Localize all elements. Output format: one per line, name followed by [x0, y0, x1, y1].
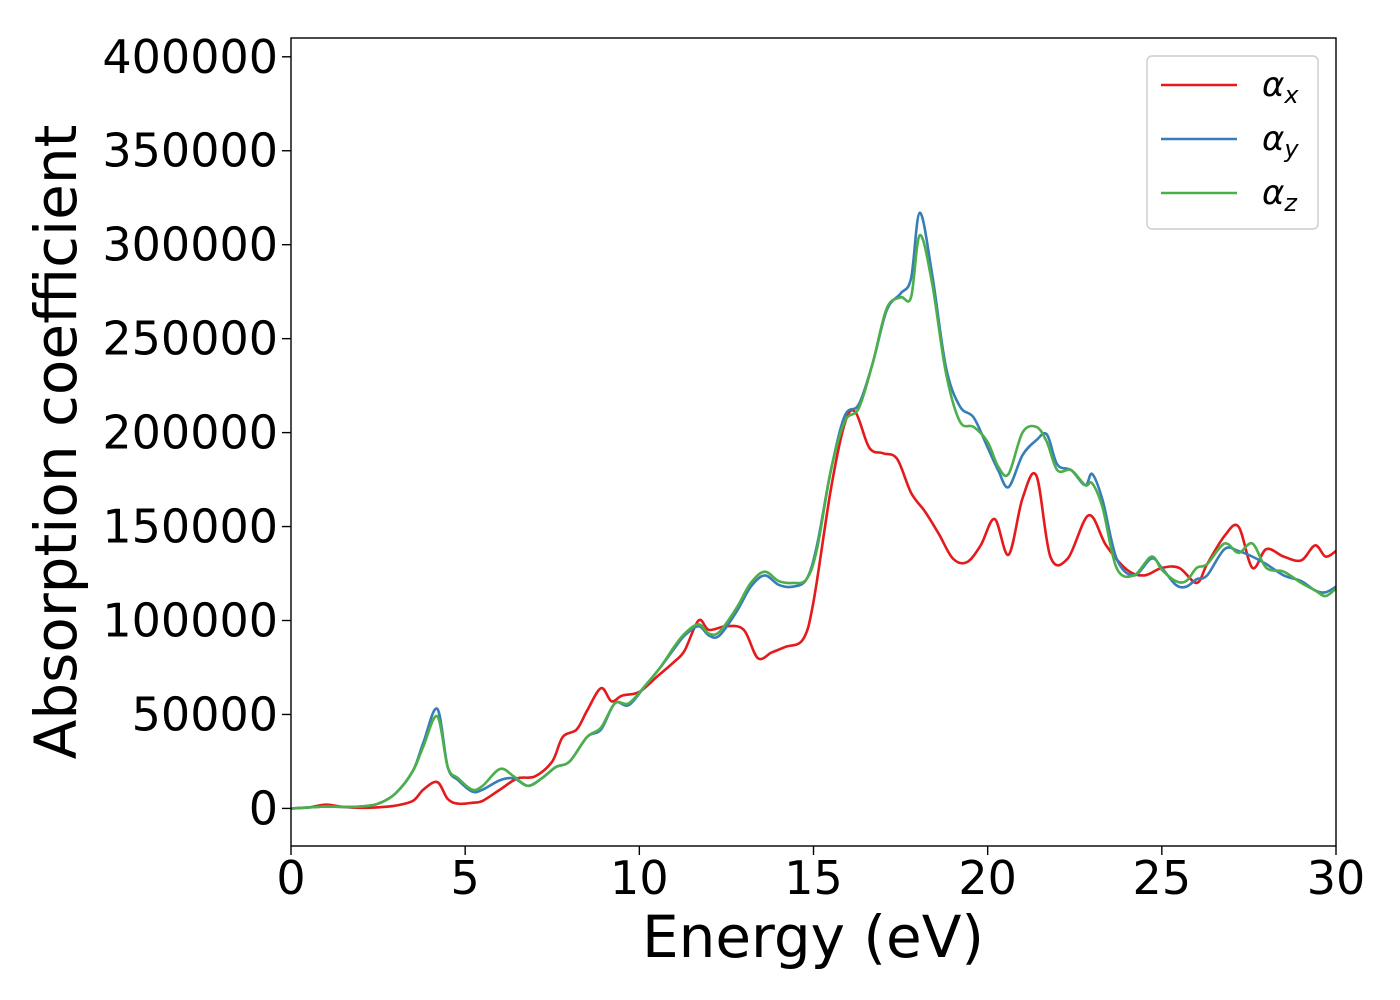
x-tick-label: 30 — [1307, 851, 1366, 905]
plot-lines — [291, 211, 1336, 810]
y-tick-label: 350000 — [102, 124, 278, 178]
x-tick-label: 25 — [1133, 851, 1192, 905]
x-tick-label: 20 — [958, 851, 1017, 905]
y-axis-label: Absorption coefficient — [22, 125, 90, 760]
series-line-z — [291, 233, 1336, 810]
legend-subscript: y — [1283, 135, 1299, 163]
y-tick-label: 150000 — [102, 500, 278, 554]
y-tick-label: 300000 — [102, 218, 278, 272]
y-tick-label: 400000 — [102, 30, 278, 84]
legend-label-z: αz — [1262, 173, 1298, 217]
legend-symbol: α — [1262, 173, 1284, 213]
y-axis-ticks: 0 50000 100000 150000 200000 250000 300000 3500… — [102, 30, 291, 835]
y-tick-label: 0 — [249, 781, 278, 835]
x-axis-label: Energy (eV) — [642, 903, 984, 971]
x-axis-ticks: 0 5 10 15 20 25 30 — [276, 846, 1365, 905]
x-tick-label: 15 — [784, 851, 843, 905]
x-tick-label: 0 — [276, 851, 305, 905]
y-tick-label: 250000 — [102, 312, 278, 366]
legend-label-y: αy — [1262, 119, 1299, 163]
x-tick-label: 10 — [610, 851, 669, 905]
y-tick-label: 100000 — [102, 594, 278, 648]
legend-label-x: αx — [1262, 65, 1299, 109]
x-tick-label: 5 — [451, 851, 480, 905]
y-tick-label: 200000 — [102, 406, 278, 460]
y-tick-label: 50000 — [132, 687, 278, 741]
legend-subscript: z — [1283, 189, 1298, 217]
legend-symbol: α — [1262, 65, 1284, 105]
legend-subscript: x — [1283, 81, 1299, 109]
legend-symbol: α — [1262, 119, 1284, 159]
legend-box — [1146, 55, 1319, 230]
